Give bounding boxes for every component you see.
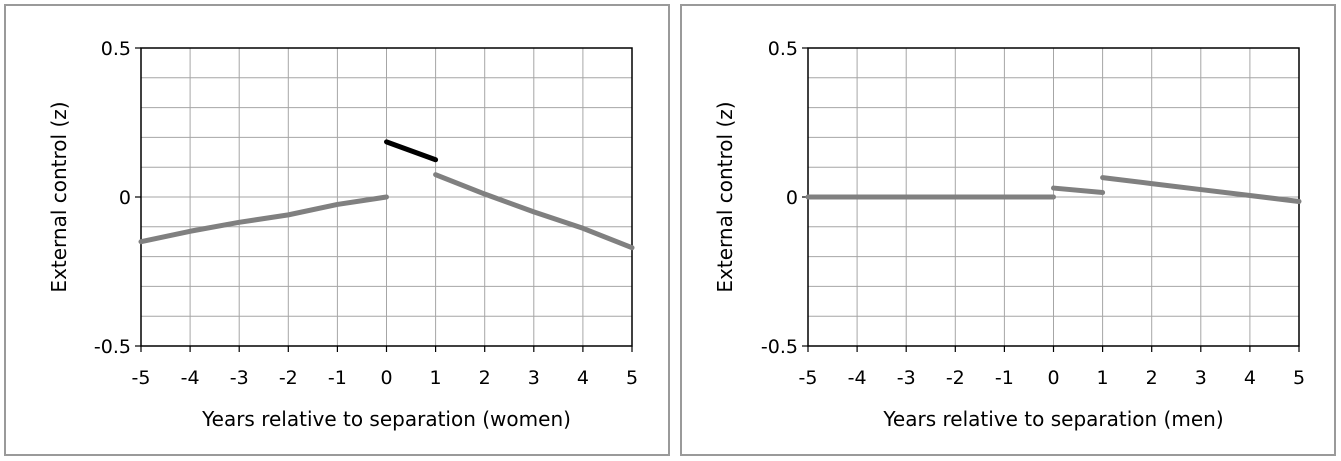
x-tick-label: -4 [848, 367, 867, 389]
chart-panel-women: -5 -4 -3 -2 -1 0 1 2 3 4 5 0.5 0 -0.5 Years relative t… [4, 4, 670, 456]
x-tick-label: 2 [1146, 367, 1158, 389]
y-tick-label: -0.5 [761, 336, 798, 358]
x-axis-title: Years relative to separation (women) [201, 407, 571, 431]
x-tick-label: -4 [181, 367, 200, 389]
x-axis-title: Years relative to separation (men) [882, 407, 1223, 431]
y-axis-title: External control (z) [47, 101, 71, 292]
series-line-3 [433, 172, 635, 251]
chart-women: -5 -4 -3 -2 -1 0 1 2 3 4 5 0.5 0 -0.5 Years relative t… [47, 38, 638, 431]
x-tick-label: -1 [995, 367, 1014, 389]
x-tick-label: 5 [626, 367, 638, 389]
y-tick-label: 0 [786, 187, 798, 209]
x-tick-label: -3 [230, 367, 249, 389]
x-tick-label: 3 [1195, 367, 1207, 389]
x-tick-label: 2 [479, 367, 491, 389]
series-line-3 [1100, 175, 1302, 204]
y-tick-label: 0.5 [101, 38, 131, 60]
x-tick-label: 0 [380, 367, 392, 389]
chart-panel-men: -5 -4 -3 -2 -1 0 1 2 3 4 5 0.5 0 -0.5 Years relative t… [680, 4, 1336, 456]
y-tick-label: -0.5 [94, 336, 131, 358]
y-tick-label: 0 [119, 187, 131, 209]
x-tick-label: 4 [1244, 367, 1256, 389]
series-line-1 [138, 194, 389, 245]
series-line-2 [384, 139, 439, 163]
x-tick-label: -5 [799, 367, 818, 389]
x-tick-label: 3 [528, 367, 540, 389]
series-line-2 [1051, 185, 1106, 196]
x-tick-label: -2 [279, 367, 298, 389]
chart-men: -5 -4 -3 -2 -1 0 1 2 3 4 5 0.5 0 -0.5 Years relative t… [713, 38, 1305, 431]
x-tick-label: 0 [1047, 367, 1059, 389]
x-tick-label: -5 [132, 367, 151, 389]
x-tick-label: 1 [1097, 367, 1109, 389]
x-tick-label: 4 [577, 367, 589, 389]
x-tick-label: 1 [430, 367, 442, 389]
x-tick-label: 5 [1293, 367, 1305, 389]
y-axis-title: External control (z) [713, 101, 737, 292]
x-tick-label: -1 [328, 367, 347, 389]
x-tick-label: -2 [946, 367, 965, 389]
x-tick-label: -3 [897, 367, 916, 389]
y-tick-label: 0.5 [768, 38, 798, 60]
